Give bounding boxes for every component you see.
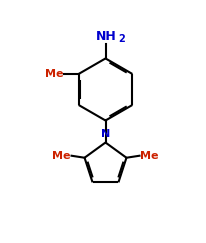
Text: Me: Me xyxy=(140,151,158,161)
Text: Me: Me xyxy=(44,69,63,79)
Text: N: N xyxy=(100,129,110,139)
Text: NH: NH xyxy=(96,30,116,43)
Text: Me: Me xyxy=(52,151,70,161)
Text: 2: 2 xyxy=(118,34,125,44)
